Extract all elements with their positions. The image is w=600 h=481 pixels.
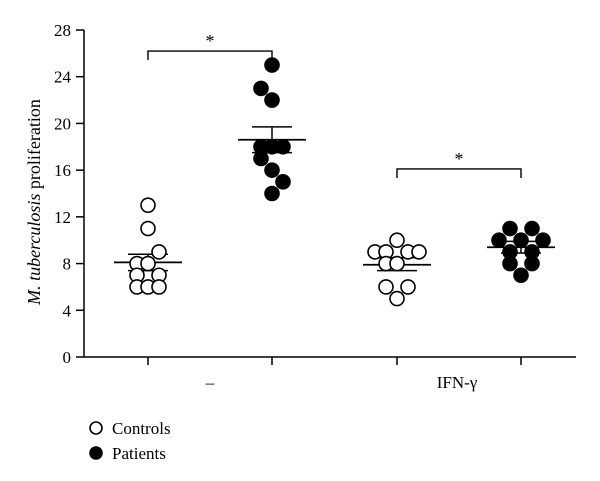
legend: Controls Patients — [89, 419, 171, 463]
y-tick-labels: 0 4 8 12 16 20 24 28 — [54, 21, 72, 367]
y-tick-label-4: 4 — [63, 301, 72, 320]
patient-point-3-8 — [524, 255, 540, 272]
y-axis-label-rest: proliferation — [24, 99, 44, 193]
legend-marker-controls — [89, 421, 103, 435]
y-axis-label-italic: M. tuberculosis — [24, 194, 44, 306]
significance-brackets: ** — [147, 31, 522, 178]
patient-point-3-4 — [535, 232, 551, 249]
control-point-0-0 — [140, 197, 156, 213]
legend-label-patients: Patients — [112, 444, 166, 463]
y-tick-label-28: 28 — [54, 21, 71, 40]
legend-marker-patients — [89, 446, 103, 460]
patient-point-1-9 — [264, 185, 280, 202]
x-group-labels: – IFN-γ — [205, 373, 478, 392]
significance-bracket-0 — [147, 50, 273, 61]
y-tick-label-24: 24 — [54, 68, 72, 87]
y-tick-label-16: 16 — [54, 161, 71, 180]
group-label-ifn-gamma: IFN-γ — [437, 373, 478, 392]
patient-point-3-0 — [502, 220, 518, 237]
patient-point-1-1 — [253, 80, 269, 97]
control-point-0-1 — [140, 220, 156, 237]
control-point-2-0 — [389, 232, 405, 249]
patient-point-3-3 — [513, 232, 529, 249]
patient-point-3-1 — [524, 220, 540, 237]
y-tick-label-20: 20 — [54, 114, 71, 133]
control-point-2-4 — [411, 244, 427, 260]
patient-point-1-5 — [275, 138, 291, 155]
control-point-0-4 — [140, 255, 156, 272]
patient-point-3-9 — [513, 267, 529, 284]
patient-point-1-6 — [253, 150, 269, 167]
y-tick-label-8: 8 — [63, 255, 72, 274]
significance-star-0: * — [206, 31, 215, 51]
control-point-2-6 — [389, 255, 405, 272]
control-point-0-9 — [151, 279, 167, 295]
patient-point-3-2 — [491, 232, 507, 249]
control-point-2-9 — [389, 290, 405, 307]
axes — [76, 29, 576, 365]
patient-point-1-7 — [264, 162, 280, 178]
control-point-0-2 — [151, 244, 167, 260]
patient-point-1-8 — [275, 174, 291, 190]
patient-point-1-2 — [264, 92, 280, 108]
y-axis-label: M. tuberculosis proliferation — [24, 99, 44, 306]
patient-point-3-7 — [502, 255, 518, 272]
control-point-2-7 — [378, 279, 394, 295]
legend-label-controls: Controls — [112, 419, 171, 438]
mean-sem-bars — [114, 126, 555, 272]
significance-star-1: * — [455, 149, 464, 169]
control-point-2-8 — [400, 279, 416, 295]
group-label-control: – — [205, 373, 215, 392]
patient-point-1-0 — [264, 57, 280, 73]
data-points — [129, 57, 551, 307]
significance-bracket-1 — [396, 168, 522, 178]
y-tick-label-12: 12 — [54, 208, 71, 227]
y-tick-label-0: 0 — [63, 348, 72, 367]
